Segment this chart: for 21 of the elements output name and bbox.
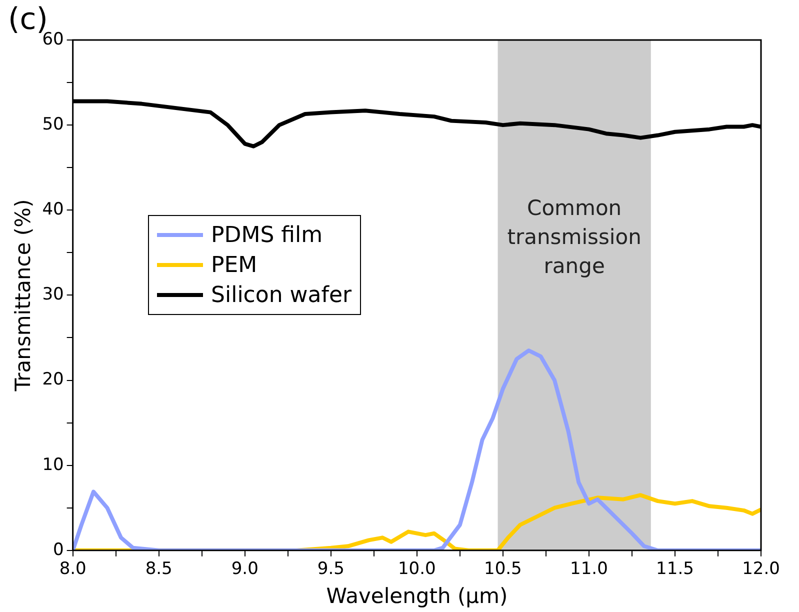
y-tick-label: 10 bbox=[42, 454, 64, 475]
x-axis-title: Wavelength (µm) bbox=[326, 584, 508, 608]
x-tick-label: 8.5 bbox=[145, 559, 172, 580]
y-tick-label: 0 bbox=[53, 540, 64, 560]
y-tick-label: 40 bbox=[42, 200, 64, 220]
x-tick-label: 8.0 bbox=[59, 559, 86, 580]
y-tick-label: 50 bbox=[42, 114, 64, 134]
x-tick-label: 9.0 bbox=[231, 559, 258, 580]
x-tick-label: 11.0 bbox=[570, 559, 608, 580]
legend-label: Silicon wafer bbox=[211, 282, 352, 308]
x-tick-label: 11.5 bbox=[656, 559, 694, 580]
x-tick-label: 9.5 bbox=[317, 559, 344, 580]
y-tick-label: 20 bbox=[42, 370, 64, 390]
legend-label: PDMS film bbox=[211, 222, 323, 248]
band-label: Common transmission range bbox=[507, 196, 642, 278]
x-tick-label: 12.0 bbox=[742, 559, 780, 580]
y-axis-title: Transmittance (%) bbox=[11, 199, 36, 392]
x-tick-label: 10.5 bbox=[484, 559, 522, 580]
legend-label: PEM bbox=[211, 252, 258, 278]
y-tick-label: 30 bbox=[42, 284, 64, 305]
x-tick-label: 10.0 bbox=[398, 559, 436, 580]
